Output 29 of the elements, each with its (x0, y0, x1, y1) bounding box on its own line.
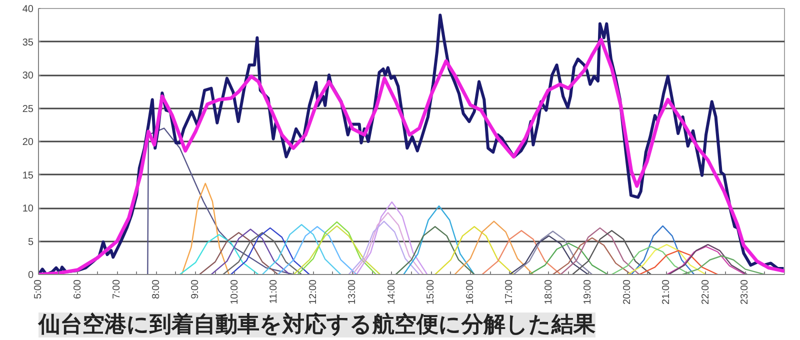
x-tick-label: 14:00 (386, 279, 398, 305)
x-tick-label: 9:00 (190, 279, 202, 299)
x-tick-label: 16:00 (464, 279, 476, 305)
x-tick-label: 19:00 (582, 279, 594, 305)
x-tick-label: 12:00 (308, 279, 319, 305)
x-tick-label: 7:00 (112, 279, 123, 299)
y-tick-label: 40 (22, 4, 34, 15)
x-tick-label: 18:00 (543, 279, 554, 305)
x-tick-label: 8:00 (150, 279, 162, 299)
x-tick-label: 15:00 (426, 279, 437, 305)
x-tick-label: 10:00 (229, 279, 240, 305)
y-tick-label: 0 (28, 270, 34, 281)
y-tick-label: 25 (22, 104, 34, 115)
x-tick-label: 13:00 (347, 279, 358, 305)
y-tick-label: 15 (22, 170, 34, 182)
x-tick-label: 20:00 (622, 279, 633, 305)
x-tick-label: 21:00 (661, 279, 672, 305)
x-tick-label: 11:00 (268, 279, 280, 304)
text: 仙台空港に到着自動車を対応する航空便に分解した結果 (38, 312, 596, 338)
x-tick-label: 5:00 (33, 279, 44, 299)
x-tick-label: 23:00 (740, 279, 751, 305)
x-tick-label: 22:00 (700, 279, 712, 305)
x-tick-label: 6:00 (72, 279, 84, 299)
y-tick-label: 10 (22, 204, 34, 214)
y-tick-label: 35 (22, 37, 34, 48)
y-tick-label: 20 (22, 137, 34, 148)
y-tick-label: 30 (22, 70, 34, 82)
x-tick-label: 17:00 (504, 279, 516, 305)
y-tick-label: 5 (28, 236, 34, 248)
